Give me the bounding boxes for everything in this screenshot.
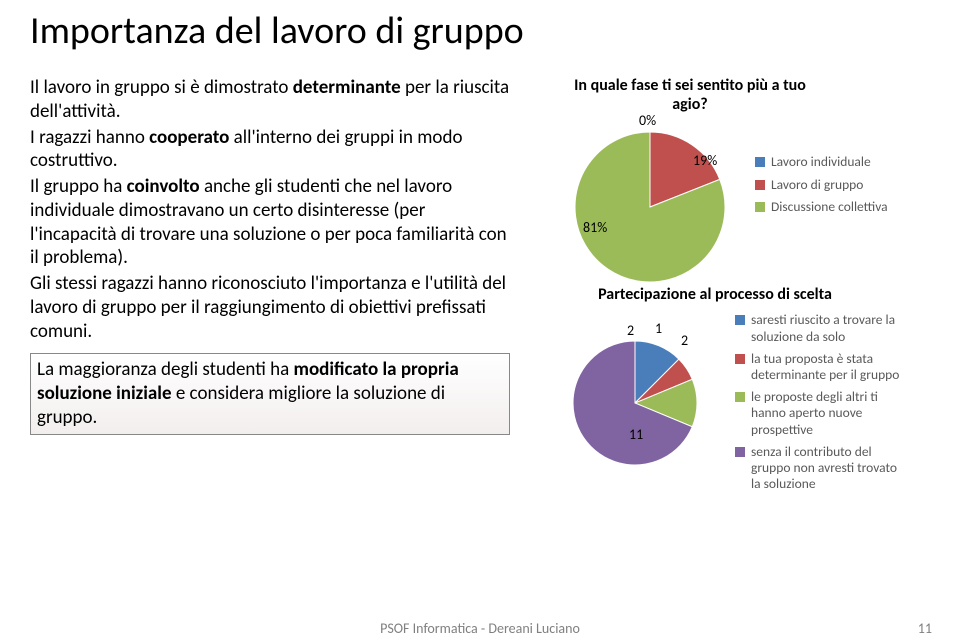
text-bold: cooperato xyxy=(149,126,234,149)
legend-label: le proposte degli altri ti hanno aperto … xyxy=(751,389,901,438)
slide-title: Importanza del lavoro di gruppo xyxy=(0,0,960,54)
body-text-column: Il lavoro in gruppo si è dimostrato dete… xyxy=(30,76,510,498)
main-content: Il lavoro in gruppo si è dimostrato dete… xyxy=(0,54,960,498)
legend-label: Lavoro individuale xyxy=(771,154,871,170)
text: agio? xyxy=(672,95,707,114)
pie-2-area: 2 1 2 11 xyxy=(535,308,735,483)
pie2-label-d: 11 xyxy=(629,426,643,443)
text: Il gruppo ha xyxy=(30,175,127,198)
legend-label: saresti riuscito a trovare la soluzione … xyxy=(751,312,901,344)
footer-center: PSOF Informatica - Dereani Luciano xyxy=(380,620,580,637)
pie2-label-c: 2 xyxy=(681,332,688,349)
chart-2-block: 2 1 2 11 saresti riuscito a trovare la s… xyxy=(535,308,940,498)
paragraph-1: Il lavoro in gruppo si è dimostrato dete… xyxy=(30,76,510,124)
legend-row: le proposte degli altri ti hanno aperto … xyxy=(735,389,901,438)
legend-swatch xyxy=(735,392,745,402)
pie-1-legend: Lavoro individuale Lavoro di gruppo Discus… xyxy=(755,154,888,221)
legend-swatch xyxy=(755,202,765,212)
legend-row: saresti riuscito a trovare la soluzione … xyxy=(735,312,901,344)
footer: PSOF Informatica - Dereani Luciano 11 xyxy=(0,620,960,637)
highlight-box: La maggioranza degli studenti ha modific… xyxy=(30,353,510,434)
page-number: 11 xyxy=(918,620,932,637)
legend-label: senza il contributo del gruppo non avres… xyxy=(751,444,901,493)
legend-swatch xyxy=(735,315,745,325)
pie1-label-19: 19% xyxy=(693,152,717,169)
chart-1-title: In quale fase ti sei sentito più a tuo a… xyxy=(535,76,845,114)
pie-chart-2 xyxy=(535,308,735,483)
legend-label: Discussione collettiva xyxy=(771,199,888,215)
text: Il lavoro in gruppo si è dimostrato xyxy=(30,76,293,99)
legend-label: Lavoro di gruppo xyxy=(771,177,863,193)
charts-column: In quale fase ti sei sentito più a tuo a… xyxy=(510,76,940,498)
pie-2-legend: saresti riuscito a trovare la soluzione … xyxy=(735,312,901,498)
text: La maggioranza degli studenti ha xyxy=(37,358,293,381)
text: I ragazzi hanno xyxy=(30,126,149,149)
chart-1-block: In quale fase ti sei sentito più a tuo a… xyxy=(535,76,940,289)
legend-row: Lavoro di gruppo xyxy=(755,177,888,193)
pie1-label-81: 81% xyxy=(583,219,607,236)
text-bold: coinvolto xyxy=(127,175,204,198)
legend-label: la tua proposta è stata determinante per… xyxy=(751,351,901,383)
text-bold: determinante xyxy=(293,76,405,99)
legend-swatch xyxy=(755,157,765,167)
chart-1-body: 0% 19% 81% Lavoro individuale Lavoro di g… xyxy=(535,114,940,289)
legend-swatch xyxy=(755,180,765,190)
chart-2-body: 2 1 2 11 saresti riuscito a trovare la s… xyxy=(535,308,940,498)
pie2-label-b: 1 xyxy=(655,320,662,337)
pie-1-area: 0% 19% 81% xyxy=(535,114,755,289)
legend-row: Lavoro individuale xyxy=(755,154,888,170)
text: In quale fase ti sei sentito più a tuo xyxy=(574,76,806,95)
legend-swatch xyxy=(735,354,745,364)
legend-row: la tua proposta è stata determinante per… xyxy=(735,351,901,383)
paragraph-3: Il gruppo ha coinvolto anche gli student… xyxy=(30,175,510,270)
pie2-label-a: 2 xyxy=(627,322,634,339)
paragraph-4: Gli stessi ragazzi hanno riconosciuto l'… xyxy=(30,272,510,343)
pie1-label-0: 0% xyxy=(639,112,656,129)
paragraph-2: I ragazzi hanno cooperato all'interno de… xyxy=(30,126,510,174)
legend-row: senza il contributo del gruppo non avres… xyxy=(735,444,901,493)
legend-row: Discussione collettiva xyxy=(755,199,888,215)
legend-swatch xyxy=(735,447,745,457)
pie-chart-1 xyxy=(535,114,755,289)
